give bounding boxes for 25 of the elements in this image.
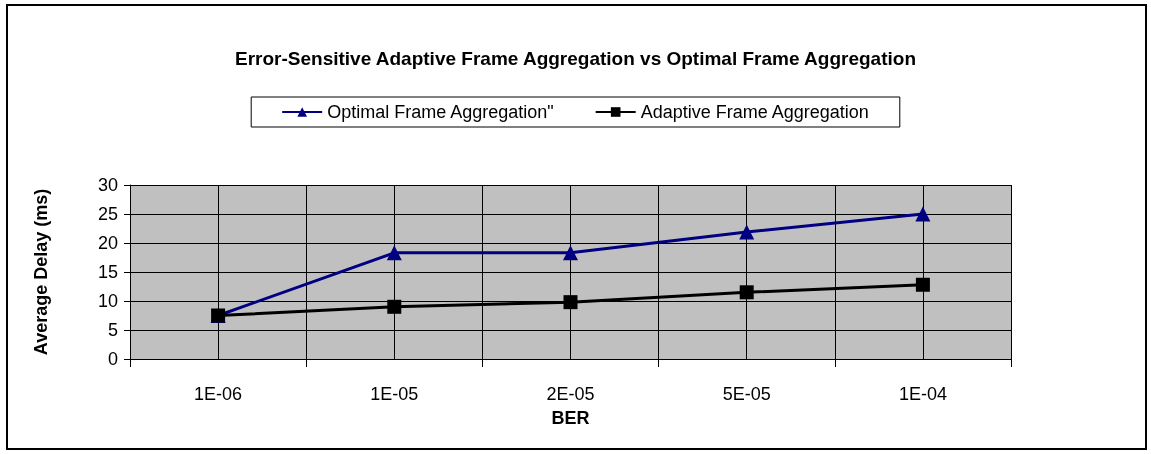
x-tick-label: 5E-05 <box>722 384 771 404</box>
point <box>563 295 578 310</box>
chart-title: Error-Sensitive Adaptive Frame Aggregation vs Optimal Frame Aggregation <box>235 48 916 69</box>
point <box>915 206 931 222</box>
y-tick-label: 5 <box>107 320 118 340</box>
y-tick-label: 25 <box>97 204 118 224</box>
y-tick-label: 0 <box>107 349 118 369</box>
y-axis-title: Average Delay (ms) <box>31 188 51 356</box>
point <box>739 285 754 300</box>
y-tick-label: 15 <box>97 262 118 282</box>
x-tick-label: 1E-04 <box>898 384 947 404</box>
point <box>739 224 755 240</box>
x-axis-title: BER <box>551 408 590 428</box>
point <box>387 299 402 314</box>
point <box>915 277 930 292</box>
y-tick-label: 20 <box>97 233 118 253</box>
y-tick-label: 10 <box>97 291 118 311</box>
x-tick-label: 1E-05 <box>370 384 419 404</box>
legend-label: Optimal Frame Aggregation" <box>327 102 554 122</box>
point <box>563 245 578 261</box>
legend-label: Adaptive Frame Aggregation <box>640 102 869 122</box>
point <box>386 245 402 261</box>
x-tick-label: 1E-06 <box>194 384 243 404</box>
y-tick-label: 30 <box>97 175 118 195</box>
x-tick-label: 2E-05 <box>546 384 595 404</box>
